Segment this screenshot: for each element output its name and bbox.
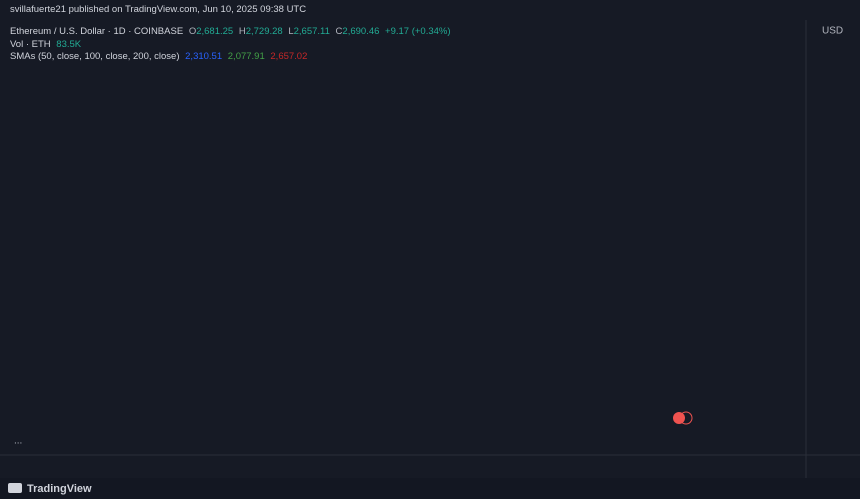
sma-title: SMAs (50, close, 100, close, 200, close) xyxy=(10,51,180,62)
sma-value: 2,310.51 xyxy=(185,51,223,62)
change: +9.17 (+0.34%) xyxy=(385,26,451,37)
ohlc-name: L xyxy=(288,26,294,37)
ohlc-name: C xyxy=(335,26,343,37)
sma-value: 2,077.91 xyxy=(227,51,265,62)
sma-value: 2,657.02 xyxy=(270,51,308,62)
legend-volume: Vol · ETH 83.5K xyxy=(10,39,84,50)
more: ... xyxy=(14,436,22,447)
badge xyxy=(673,411,693,425)
legend-sma: SMAs (50, close, 100, close, 200, close)… xyxy=(10,51,310,62)
ohlc-value: 2,657.11 xyxy=(293,26,330,37)
volume-title: Vol · ETH xyxy=(10,39,51,50)
event-icon xyxy=(679,411,693,425)
volume-value: 83.5K xyxy=(56,39,82,50)
legend-main: Ethereum / U.S. Dollar · 1D · COINBASE O… xyxy=(10,26,454,37)
ohlc-name: O xyxy=(188,26,197,37)
publisher: svillafuerte21 published on TradingView.… xyxy=(10,4,307,15)
event-icon xyxy=(673,412,685,424)
ohlc-value: 2,729.28 xyxy=(245,26,283,37)
logo: TradingView xyxy=(8,483,92,495)
logo-mark xyxy=(8,483,22,493)
footer-bar xyxy=(0,478,860,499)
ohlc-value: 2,681.25 xyxy=(196,26,234,37)
ohlc-value: 2,690.46 xyxy=(342,26,380,37)
brand: TradingView xyxy=(27,483,92,495)
ohlc-name: H xyxy=(238,26,246,37)
currency: USD xyxy=(822,26,843,37)
symbol: Ethereum / U.S. Dollar · 1D · COINBASE xyxy=(10,26,184,37)
